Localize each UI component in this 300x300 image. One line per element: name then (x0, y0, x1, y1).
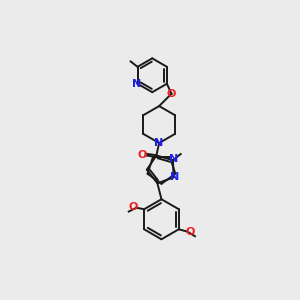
Text: N: N (132, 79, 141, 89)
Text: N: N (169, 154, 178, 164)
Text: N: N (154, 138, 163, 148)
Text: O: O (167, 89, 176, 99)
Text: O: O (129, 202, 138, 212)
Text: N: N (170, 172, 180, 182)
Text: O: O (186, 227, 195, 237)
Text: O: O (137, 150, 147, 160)
